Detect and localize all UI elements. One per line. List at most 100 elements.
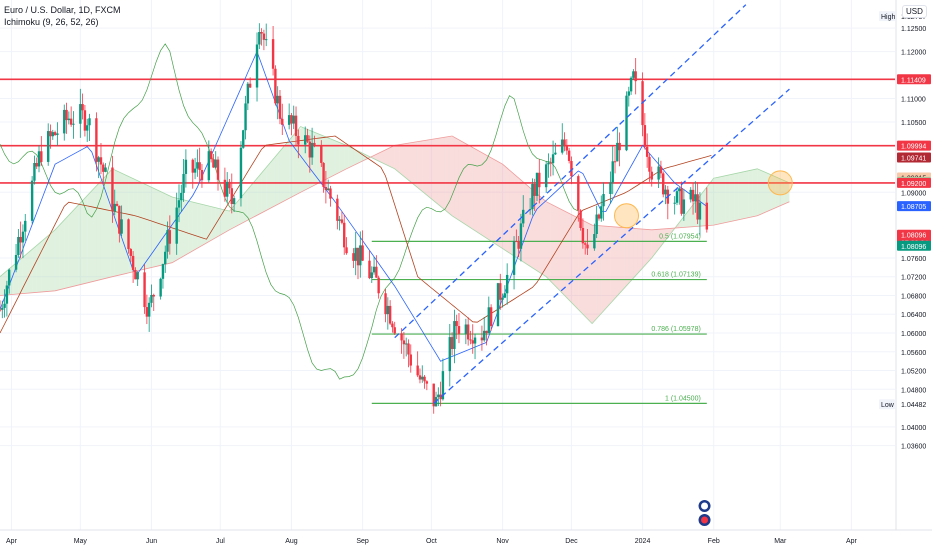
candle-body bbox=[182, 173, 185, 193]
cloud-segment bbox=[266, 162, 271, 211]
candle-body bbox=[184, 159, 188, 174]
candle-body bbox=[196, 162, 199, 169]
candle-body bbox=[393, 327, 396, 334]
cloud-segment bbox=[665, 228, 671, 241]
candle-body bbox=[308, 141, 312, 158]
candle-body bbox=[549, 162, 552, 164]
cloud-segment bbox=[514, 174, 519, 259]
candle-body bbox=[698, 202, 702, 220]
candle-body bbox=[310, 142, 314, 158]
cloud-segment bbox=[394, 144, 400, 173]
cloud-segment bbox=[348, 146, 354, 168]
cloud-segment bbox=[169, 195, 175, 264]
cloud-segment bbox=[32, 245, 37, 293]
cloud-segment bbox=[146, 185, 152, 269]
cloud-segment bbox=[261, 167, 267, 213]
candle-body bbox=[593, 234, 596, 249]
cloud-segment bbox=[449, 136, 455, 218]
candle-body bbox=[471, 340, 474, 344]
candle-body bbox=[129, 249, 133, 256]
currency-button[interactable]: USD bbox=[902, 5, 927, 18]
candle-body bbox=[368, 260, 371, 279]
candle-body bbox=[616, 142, 619, 162]
candle-body bbox=[480, 337, 484, 341]
candle-body bbox=[49, 131, 52, 137]
candle-body bbox=[522, 209, 525, 224]
candle-body bbox=[278, 95, 282, 119]
candle-body bbox=[338, 219, 341, 221]
candle-body bbox=[627, 91, 630, 96]
candle-body bbox=[143, 272, 146, 308]
candle-body bbox=[7, 269, 11, 286]
cloud-segment bbox=[477, 150, 482, 236]
candle-body bbox=[145, 307, 149, 317]
candle-body bbox=[450, 337, 454, 349]
cloud-segment bbox=[371, 154, 377, 160]
cloud-segment bbox=[27, 249, 33, 294]
cloud-segment bbox=[238, 194, 244, 225]
cloud-segment bbox=[380, 149, 386, 165]
candle-body bbox=[166, 230, 169, 252]
cloud-segment bbox=[651, 229, 657, 258]
cloud-segment bbox=[50, 229, 56, 292]
cloud-segment bbox=[725, 174, 730, 223]
cloud-segment bbox=[325, 136, 331, 180]
candle-body bbox=[248, 83, 252, 88]
time-tick-label: Feb bbox=[708, 538, 720, 545]
candle-body bbox=[400, 333, 403, 341]
candle-body bbox=[384, 293, 387, 315]
candle-body bbox=[354, 247, 357, 261]
candle-body bbox=[359, 245, 362, 266]
candle-body bbox=[595, 214, 598, 235]
candle-body bbox=[21, 231, 25, 243]
candle-body bbox=[496, 283, 500, 327]
price-label: 1.04482 bbox=[901, 402, 926, 409]
cloud-segment bbox=[151, 187, 157, 268]
cloud-segment bbox=[523, 181, 528, 265]
candle-body bbox=[407, 343, 410, 355]
candle-body bbox=[439, 394, 442, 400]
candle-body bbox=[361, 245, 364, 261]
candle-body bbox=[246, 83, 250, 104]
candle-body bbox=[515, 241, 518, 243]
candle-body bbox=[437, 394, 440, 398]
cloud-segment bbox=[688, 204, 694, 228]
cloud-segment bbox=[399, 143, 404, 177]
cloud-segment bbox=[463, 142, 469, 227]
cloud-segment bbox=[385, 147, 391, 167]
candle-body bbox=[0, 309, 2, 311]
candle-body bbox=[40, 151, 43, 162]
cloud-segment bbox=[486, 155, 492, 242]
cloud-segment bbox=[82, 195, 88, 285]
candle-body bbox=[391, 323, 394, 328]
cloud-segment bbox=[615, 226, 620, 299]
cloud-segment bbox=[550, 204, 556, 287]
price-label: 1.11409 bbox=[901, 77, 926, 84]
indicator-label: Ichimoku (9, 26, 52, 26) bbox=[4, 17, 99, 27]
candle-body bbox=[290, 115, 293, 124]
cloud-segment bbox=[436, 137, 441, 207]
candle-body bbox=[466, 324, 470, 340]
time-tick-label: Aug bbox=[285, 538, 298, 545]
candle-body bbox=[345, 247, 348, 254]
cloud-segment bbox=[454, 137, 459, 221]
candle-body bbox=[297, 135, 300, 145]
cloud-segment bbox=[197, 203, 202, 249]
candle-body bbox=[650, 171, 653, 180]
cloud-segment bbox=[761, 170, 767, 214]
candle-body bbox=[244, 103, 247, 131]
cloud-segment bbox=[137, 180, 143, 271]
candle-body bbox=[134, 269, 137, 280]
cloud-segment bbox=[87, 190, 92, 283]
fib-label: 0.786 (1.05978) bbox=[651, 326, 700, 333]
event-flag-inner bbox=[701, 502, 709, 510]
candle-body bbox=[625, 95, 628, 151]
fib-levels: 0.5 (1.07954) 0.618 (1.07139) 0.786 (1.059… bbox=[371, 233, 707, 404]
candle-body bbox=[352, 253, 355, 261]
time-tick-label: Mar bbox=[774, 538, 787, 545]
candle-body bbox=[216, 159, 220, 180]
candle-body bbox=[705, 202, 709, 230]
cloud-segment bbox=[114, 169, 120, 277]
candle-body bbox=[175, 207, 178, 244]
